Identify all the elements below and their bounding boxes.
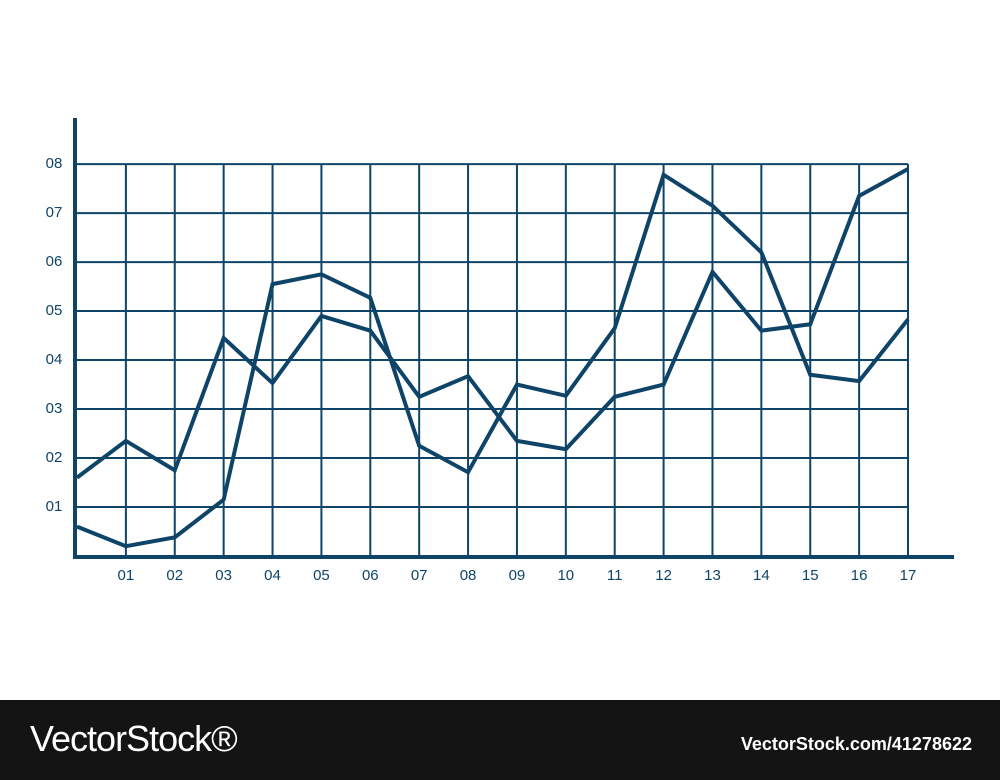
y-tick-label: 06 xyxy=(46,253,63,270)
chart: 01 02 03 04 05 06 07 08 01 02 03 04 05 06 07 08 09 10 11 12… xyxy=(46,118,954,584)
y-tick-label: 07 xyxy=(46,204,63,221)
x-tick-label: 13 xyxy=(704,567,721,584)
x-tick-label: 06 xyxy=(362,567,379,584)
x-tick-label: 03 xyxy=(215,567,232,584)
x-tick-label: 05 xyxy=(313,567,330,584)
y-tick-label: 05 xyxy=(46,302,63,319)
brand: VectorStock® xyxy=(30,718,238,759)
x-tick-label: 15 xyxy=(802,567,819,584)
image-id: VectorStock.com/41278622 xyxy=(740,734,972,754)
x-tick-label: 04 xyxy=(264,567,281,584)
series-line xyxy=(76,171,910,549)
x-tick-label: 01 xyxy=(118,567,135,584)
x-tick-label: 16 xyxy=(851,567,868,584)
x-tick-label: 17 xyxy=(900,567,917,584)
y-tick-label: 02 xyxy=(46,449,63,466)
y-tick-label: 01 xyxy=(46,498,63,515)
x-tick-label: 07 xyxy=(411,567,428,584)
series-line xyxy=(75,167,909,480)
x-tick-label: 02 xyxy=(166,567,183,584)
x-tick-label: 11 xyxy=(607,567,623,584)
x-tick-label: 10 xyxy=(557,567,574,584)
footer: VectorStock® VectorStock.com/41278622 xyxy=(0,700,1000,780)
x-tick-label: 12 xyxy=(655,567,672,584)
y-tick-label: 03 xyxy=(46,400,63,417)
y-tick-label: 08 xyxy=(46,155,63,172)
y-tick-label: 04 xyxy=(46,351,63,368)
x-tick-label: 14 xyxy=(753,567,770,584)
x-tick-label: 08 xyxy=(460,567,477,584)
x-tick-label: 09 xyxy=(509,567,526,584)
